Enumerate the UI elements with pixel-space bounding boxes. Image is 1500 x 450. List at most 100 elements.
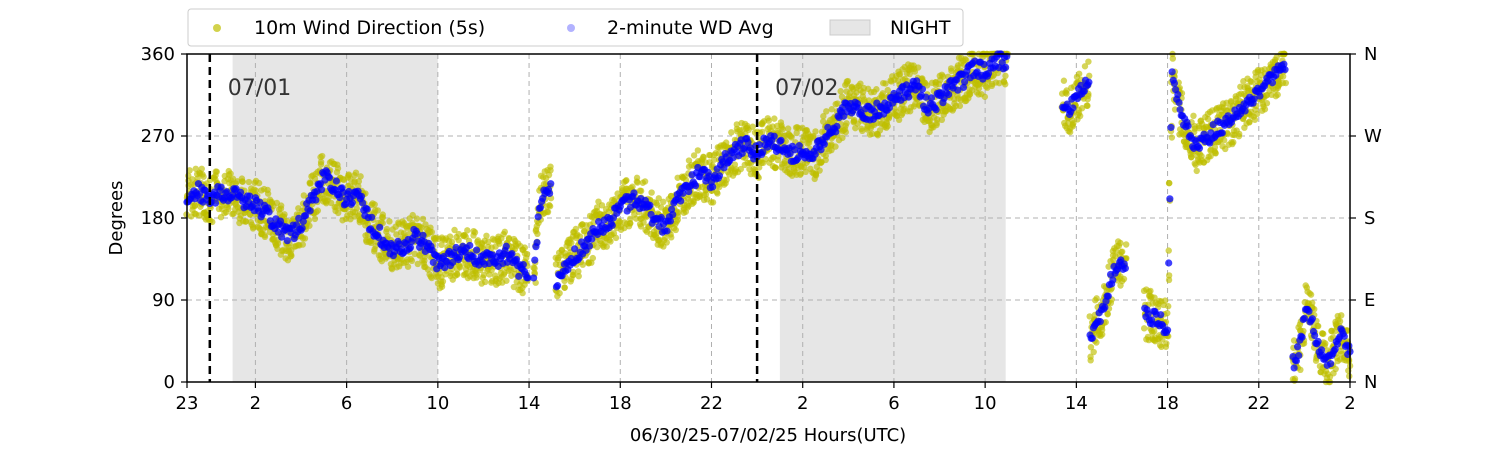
wind-direction-point (1282, 79, 1290, 87)
wind-direction-point (812, 128, 819, 135)
wd-avg-point (984, 69, 993, 78)
wind-direction-point (575, 268, 582, 275)
wd-avg-point (832, 128, 840, 136)
wind-direction-point (1151, 294, 1158, 301)
wind-direction-point (1076, 112, 1084, 120)
wind-direction-point (994, 69, 1002, 77)
wd-avg-point (1218, 129, 1226, 137)
wind-direction-point (353, 205, 361, 212)
wind-direction-point (637, 187, 645, 195)
wd-avg-point (1077, 81, 1085, 89)
wind-direction-point (1246, 118, 1253, 125)
wd-avg-point (1308, 315, 1316, 323)
wd-avg-point (298, 224, 306, 232)
wind-direction-point (252, 187, 260, 194)
wind-direction-point (868, 130, 876, 137)
wind-direction-point (1086, 313, 1093, 320)
wind-direction-point (1164, 309, 1171, 317)
wind-direction-point (779, 125, 786, 133)
wind-direction-point (264, 190, 272, 197)
wd-avg-point (419, 231, 427, 239)
wind-direction-point (378, 214, 386, 221)
wind-direction-point (335, 209, 342, 217)
wind-direction-point (660, 198, 667, 206)
wd-avg-point (932, 106, 940, 114)
wd-avg-point (1166, 195, 1174, 203)
wd-avg-point (1272, 71, 1280, 79)
wind-direction-point (505, 234, 513, 242)
wind-direction-point (374, 207, 382, 214)
wind-direction-point (1207, 152, 1214, 160)
wind-direction-point (500, 271, 508, 278)
y-tick-label: 360 (141, 44, 175, 65)
wd-avg-point (677, 197, 685, 205)
compass-label: W (1364, 126, 1382, 147)
wd-avg-point (945, 90, 953, 99)
wd-avg-point (1250, 95, 1258, 103)
wind-direction-point (572, 225, 580, 233)
wind-direction-point (355, 178, 363, 185)
wind-direction-point (1336, 318, 1344, 325)
wind-direction-point (1297, 366, 1304, 374)
day-markers-layer: 07/01 07/02 (208, 54, 839, 382)
wd-avg-point (1327, 360, 1335, 368)
y-axis-title: Degrees (106, 181, 127, 256)
wd-avg-point (519, 260, 527, 269)
wd-avg-point (301, 211, 310, 220)
wind-direction-point (1247, 77, 1254, 85)
wd-avg-point (791, 146, 799, 154)
wd-avg-point (547, 180, 555, 188)
wind-direction-point (816, 167, 823, 174)
wind-direction-point (1066, 128, 1074, 136)
wd-avg-point (336, 193, 344, 202)
y-axis-right: N E S W N (1350, 44, 1382, 393)
wind-direction-point (1122, 241, 1130, 248)
compass-label: N (1364, 44, 1377, 65)
wind-direction-point (561, 284, 568, 291)
wd-avg-point (1340, 332, 1348, 340)
wd-avg-point (927, 94, 936, 102)
x-tick-label: 22 (700, 393, 723, 414)
wind-direction-point (1165, 272, 1173, 279)
wind-direction-point (428, 228, 435, 236)
wd-avg-point (211, 199, 220, 207)
wd-avg-point (1063, 100, 1071, 108)
wind-direction-point (812, 172, 820, 179)
wind-direction-point (648, 189, 655, 196)
wind-direction-point (832, 143, 839, 150)
wind-direction-point (383, 225, 391, 233)
wind-direction-point (1083, 102, 1091, 109)
wind-direction-point (352, 169, 360, 176)
legend-label-night: NIGHT (890, 17, 951, 39)
x-tick-label: 22 (1247, 393, 1270, 414)
wd-avg-point (466, 241, 474, 250)
legend-label-wd-avg: 2-minute WD Avg (607, 17, 774, 39)
wind-direction-point (547, 163, 554, 170)
wind-direction-point (759, 128, 766, 136)
wind-direction-point (1253, 110, 1261, 118)
wind-direction-point (1002, 72, 1009, 80)
wind-direction-point (408, 257, 416, 265)
x-tick-label: 10 (974, 393, 997, 414)
wd-avg-point (1157, 311, 1165, 319)
wind-direction-point (576, 233, 584, 240)
wind-direction-point (481, 278, 489, 286)
wind-direction-point (1163, 340, 1170, 347)
wd-avg-point (357, 192, 366, 200)
wind-direction-point (906, 70, 913, 78)
wd-avg-point (1281, 66, 1289, 74)
wd-avg-point (744, 138, 752, 146)
wind-direction-point (464, 227, 471, 234)
y-tick-label: 180 (141, 208, 175, 229)
wind-direction-point (1118, 248, 1126, 255)
wind-direction-point (723, 176, 730, 184)
wind-direction-point (1090, 348, 1097, 356)
wd-avg-point (531, 256, 539, 264)
wind-direction-point (1140, 325, 1148, 332)
wind-direction-point (370, 248, 378, 255)
wind-direction-point (357, 173, 364, 180)
wind-direction-point (1117, 239, 1124, 247)
wind-direction-point (598, 202, 606, 209)
wd-avg-point (1144, 310, 1152, 318)
wd-avg-point (1298, 333, 1306, 341)
